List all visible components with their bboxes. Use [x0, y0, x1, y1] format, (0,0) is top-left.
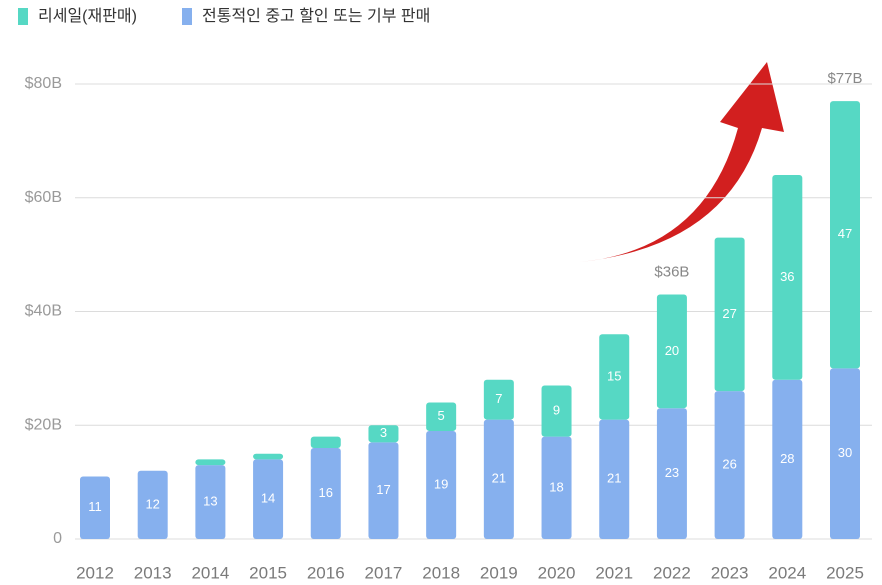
legend-label: 리세일(재판매) [38, 7, 137, 25]
y-tick-label: $40B [25, 303, 62, 320]
x-tick-label: 2021 [595, 563, 633, 582]
y-tick-label: $80B [25, 75, 62, 92]
value-label: 27 [722, 306, 736, 321]
x-tick-label: 2020 [538, 563, 576, 582]
total-label: $77B [827, 70, 862, 87]
value-label: 14 [261, 491, 275, 506]
x-tick-label: 2018 [422, 563, 460, 582]
value-label: 11 [88, 499, 102, 514]
value-label: 21 [607, 471, 621, 486]
value-label: 23 [665, 465, 679, 480]
x-tick-label: 2025 [826, 563, 864, 582]
y-tick-label: 0 [53, 530, 62, 547]
value-label: 28 [780, 451, 794, 466]
value-label: 18 [549, 479, 563, 494]
x-tick-label: 2012 [76, 563, 114, 582]
value-label: 3 [380, 425, 387, 440]
legend-swatch [182, 8, 192, 25]
value-label: 16 [319, 485, 333, 500]
y-tick-label: $20B [25, 416, 62, 433]
y-tick-label: $60B [25, 189, 62, 206]
value-label: 20 [665, 343, 679, 358]
value-label: 19 [434, 476, 448, 491]
chart: 0 $20B $40B $60B $80B 리세일(재판매) 전통적인 중고 할인 또는 기… [0, 0, 882, 585]
x-tick-label: 2016 [307, 563, 345, 582]
total-label: $36B [654, 263, 689, 280]
x-tick-label: 2015 [249, 563, 287, 582]
bar-segment [311, 437, 341, 448]
value-label: 7 [495, 391, 502, 406]
bar-segment [253, 454, 283, 460]
value-label: 17 [376, 482, 390, 497]
value-label: 15 [607, 368, 621, 383]
x-tick-label: 2024 [768, 563, 806, 582]
x-tick-label: 2014 [191, 563, 229, 582]
trend-arrow [580, 62, 784, 262]
x-tick-label: 2017 [365, 563, 403, 582]
bar-segment [195, 459, 225, 465]
value-label: 5 [438, 408, 445, 423]
legend-swatch [18, 8, 28, 25]
x-tick-label: 2019 [480, 563, 518, 582]
value-label: 26 [722, 457, 736, 472]
x-tick-label: 2022 [653, 563, 691, 582]
value-label: 13 [203, 493, 217, 508]
value-label: 12 [145, 496, 159, 511]
legend-label: 전통적인 중고 할인 또는 기부 판매 [202, 7, 430, 25]
value-label: 9 [553, 402, 560, 417]
value-label: 21 [492, 471, 506, 486]
x-tick-label: 2013 [134, 563, 172, 582]
value-label: 47 [838, 226, 852, 241]
value-label: 36 [780, 269, 794, 284]
x-tick-label: 2023 [711, 563, 749, 582]
value-label: 30 [838, 445, 852, 460]
